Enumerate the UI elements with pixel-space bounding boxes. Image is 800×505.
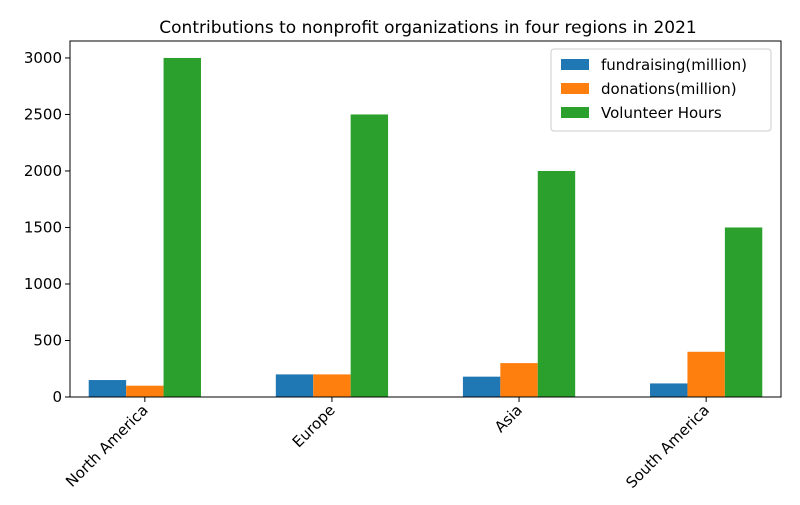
- x-tick-label: South America: [622, 401, 713, 492]
- bar: [163, 57, 201, 397]
- y-tick-label: 3000: [24, 49, 62, 67]
- bar: [500, 363, 538, 397]
- bar: [275, 374, 314, 397]
- y-tick-label: 2000: [24, 162, 62, 180]
- x-tick-label: Europe: [289, 401, 339, 451]
- legend-swatch: [561, 59, 589, 70]
- y-tick-label: 1000: [24, 275, 62, 293]
- x-tick-label: North America: [62, 401, 152, 491]
- bar: [537, 170, 576, 397]
- legend: fundraising(million) donations(million) Vo…: [550, 48, 772, 132]
- legend-label: Volunteer Hours: [601, 104, 722, 122]
- bar: [350, 114, 389, 397]
- legend-swatch: [561, 107, 589, 118]
- legend-swatch: [561, 83, 589, 94]
- bar: [126, 385, 164, 397]
- chart-title: Contributions to nonprofit organizations…: [159, 18, 696, 38]
- y-tick-label: 2500: [24, 105, 62, 123]
- bars-layer: [88, 57, 763, 397]
- legend-label: donations(million): [601, 80, 737, 98]
- bar: [313, 374, 351, 397]
- bar: [462, 376, 501, 397]
- y-tick-label: 500: [33, 331, 62, 349]
- bar: [687, 351, 725, 397]
- bar: [650, 383, 688, 397]
- x-tick-label: Asia: [491, 401, 526, 436]
- bar: [88, 380, 127, 397]
- y-tick-label: 1500: [24, 218, 62, 236]
- legend-box: [550, 48, 772, 132]
- legend-label: fundraising(million): [601, 56, 747, 74]
- bar: [724, 227, 763, 397]
- plot-frame: [69, 40, 782, 398]
- y-tick-label: 0: [52, 388, 62, 406]
